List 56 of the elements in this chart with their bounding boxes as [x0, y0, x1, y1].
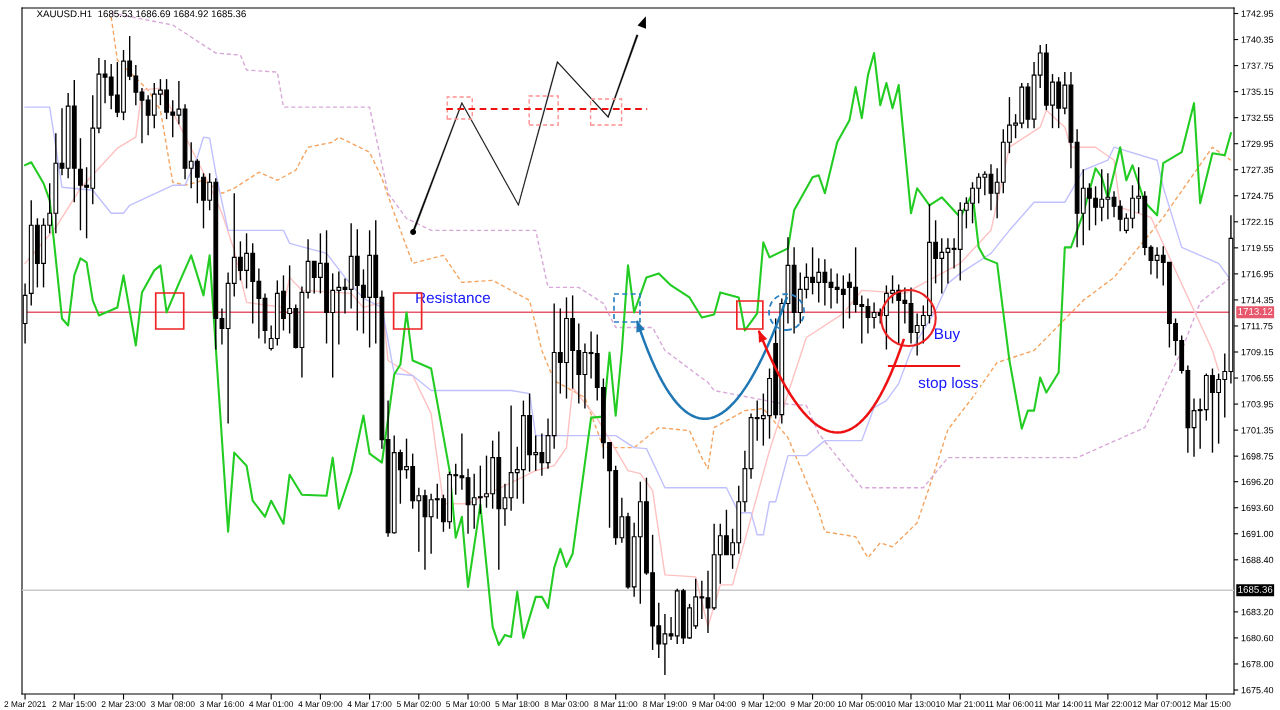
y-tick-label: 1688.40: [1241, 556, 1274, 564]
y-tick-label: 1706.55: [1241, 375, 1274, 382]
y-tick-label: 1719.55: [1241, 244, 1274, 252]
y-tick-label: 1737.75: [1241, 62, 1274, 69]
x-tick-label: 9 Mar 20:00: [790, 701, 835, 708]
y-tick-label: 1709.15: [1241, 348, 1274, 356]
annotation: Buy: [935, 328, 961, 343]
x-tick-label: 12 Mar 07:00: [1133, 701, 1182, 708]
x-tick-label: 10 Mar 21:00: [936, 701, 985, 708]
y-tick-label: 1680.60: [1241, 634, 1274, 642]
y-tick-label: 1711.75: [1241, 323, 1273, 330]
x-tick-label: 9 Mar 12:00: [741, 701, 786, 708]
y-tick-label: 1696.20: [1241, 478, 1274, 486]
x-tick-label: 12 Mar 15:00: [1182, 701, 1231, 708]
x-tick-label: 2 Mar 23:00: [101, 701, 146, 708]
y-tick-label: 1724.75: [1241, 192, 1274, 200]
y-tick-label: 1732.55: [1241, 114, 1274, 122]
y-tick-label: 1703.95: [1241, 401, 1274, 408]
x-tick-label: 11 Mar 06:00: [985, 701, 1034, 708]
x-tick-label: 11 Mar 22:00: [1084, 701, 1132, 708]
annotation: stop loss: [918, 376, 978, 392]
y-tick-label: 1727.35: [1241, 166, 1274, 174]
x-tick-label: 2 Mar 2021: [4, 701, 46, 708]
x-tick-label: 8 Mar 03:00: [544, 701, 589, 708]
x-tick-label: 5 Mar 02:00: [396, 701, 441, 708]
x-tick-label: 4 Mar 17:00: [347, 701, 392, 708]
y-tick-label: 1691.00: [1241, 530, 1274, 538]
x-tick-label: 5 Mar 18:00: [495, 701, 540, 708]
x-tick-label: 5 Mar 10:00: [446, 701, 490, 708]
x-tick-label: 3 Mar 16:00: [200, 701, 244, 708]
x-tick-label: 3 Mar 08:00: [150, 701, 195, 708]
x-tick-label: 11 Mar 14:00: [1035, 701, 1083, 708]
y-tick-label: 1722.15: [1241, 218, 1274, 226]
ref-line-label: 1713.12: [1238, 307, 1273, 315]
y-tick-label: 1701.35: [1241, 427, 1274, 434]
y-tick-label: 1675.40: [1241, 686, 1274, 694]
x-tick-label: 10 Mar 05:00: [837, 701, 887, 708]
y-tick-label: 1678.00: [1241, 660, 1274, 668]
y-tick-label: 1742.95: [1241, 10, 1274, 17]
x-tick-label: 10 Mar 13:00: [887, 701, 936, 708]
y-tick-label: 1716.95: [1241, 270, 1274, 278]
ref-line-label: 1685.36: [1238, 585, 1273, 593]
x-tick-label: 9 Mar 04:00: [692, 701, 737, 708]
x-tick-label: 2 Mar 15:00: [52, 701, 97, 708]
y-tick-label: 1729.95: [1241, 140, 1274, 148]
x-tick-label: 4 Mar 09:00: [298, 701, 343, 708]
x-tick-label: 8 Mar 11:00: [594, 701, 638, 708]
y-tick-label: 1693.60: [1241, 504, 1274, 512]
x-tick-label: 4 Mar 01:00: [249, 701, 294, 708]
y-tick-label: 1698.75: [1241, 453, 1274, 460]
y-tick-label: 1735.15: [1241, 88, 1274, 95]
x-tick-label: 8 Mar 19:00: [643, 701, 687, 708]
chart-title: XAUUSD.H1 1685.53 1686.69 1684.92 1685.36: [36, 10, 246, 18]
y-tick-label: 1714.35: [1241, 296, 1274, 304]
y-tick-label: 1683.20: [1241, 608, 1274, 616]
y-tick-label: 1740.35: [1241, 36, 1274, 43]
